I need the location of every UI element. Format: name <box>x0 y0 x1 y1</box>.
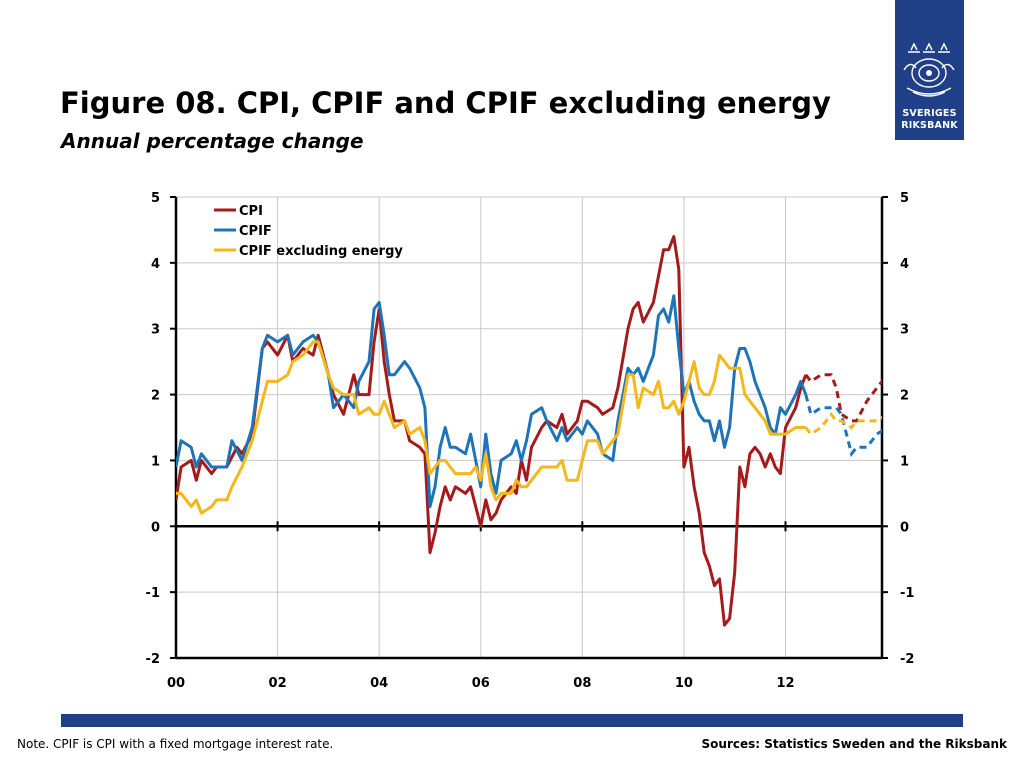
y-tick-label-right: 2 <box>900 389 909 404</box>
chart-subtitle: Annual percentage change <box>61 129 364 153</box>
sources-text: Sources: Statistics Sweden and the Riksb… <box>701 737 1007 751</box>
y-tick-label-left: 0 <box>151 520 160 535</box>
y-tick-label-right: 1 <box>900 454 909 469</box>
y-tick-label-left: 5 <box>151 191 160 206</box>
legend-label-cpif: CPIF <box>239 224 272 239</box>
series-lines <box>176 235 882 627</box>
y-tick-label-left: 2 <box>151 389 160 404</box>
legend: CPI CPIF CPIF excluding energy <box>214 204 403 259</box>
x-tick-label: 06 <box>472 676 490 691</box>
y-tick-label-right: -1 <box>900 586 914 601</box>
legend-label-cpi: CPI <box>239 204 263 219</box>
y-tick-label-left: 3 <box>151 323 160 338</box>
x-tick-label: 00 <box>167 676 185 691</box>
y-tick-label-right: 0 <box>900 520 909 535</box>
footnote: Note. CPIF is CPI with a fixed mortgage … <box>17 737 334 751</box>
y-tick-label-right: 5 <box>900 191 909 206</box>
series-forecast-cpif-excluding-energy <box>804 411 882 437</box>
line-chart: -2 -2-1 -10 01 12 23 34 45 500 02 04 06 08 10 12 CPICP… <box>146 191 915 691</box>
x-tick-label: 08 <box>573 676 591 691</box>
y-tick-label-right: 3 <box>900 323 909 338</box>
y-tick-label-right: -2 <box>900 652 914 667</box>
riksbank-crest-icon <box>903 42 955 97</box>
axes <box>170 196 888 660</box>
series-forecast-cpif <box>804 394 882 458</box>
series-line-cpif-excluding-energy <box>176 340 806 515</box>
logo-text-line2: RIKSBANK <box>901 120 958 131</box>
series-line-cpif <box>176 294 808 508</box>
x-tick-label: 02 <box>269 676 287 691</box>
y-tick-label-left: -2 <box>146 652 160 667</box>
logo-text-line1: SVERIGES <box>902 108 957 119</box>
chart-title: Figure 08. CPI, CPIF and CPIF excluding … <box>60 86 831 120</box>
series-forecast-cpi <box>804 373 882 423</box>
legend-label-cpif-excluding-energy: CPIF excluding energy <box>239 244 403 259</box>
x-tick-label: 12 <box>776 676 794 691</box>
x-tick-label: 04 <box>370 676 388 691</box>
x-tick-label: 10 <box>675 676 693 691</box>
riksbank-logo: SVERIGES RIKSBANK <box>895 0 964 140</box>
y-tick-label-left: 4 <box>151 257 160 272</box>
y-tick-label-right: 4 <box>900 257 909 272</box>
footer-bar <box>61 714 963 727</box>
y-tick-label-left: 1 <box>151 454 160 469</box>
tick-labels: -2 -2-1 -10 01 12 23 34 45 500 02 04 06 08 10 12 <box>146 191 915 691</box>
y-tick-label-left: -1 <box>146 586 160 601</box>
